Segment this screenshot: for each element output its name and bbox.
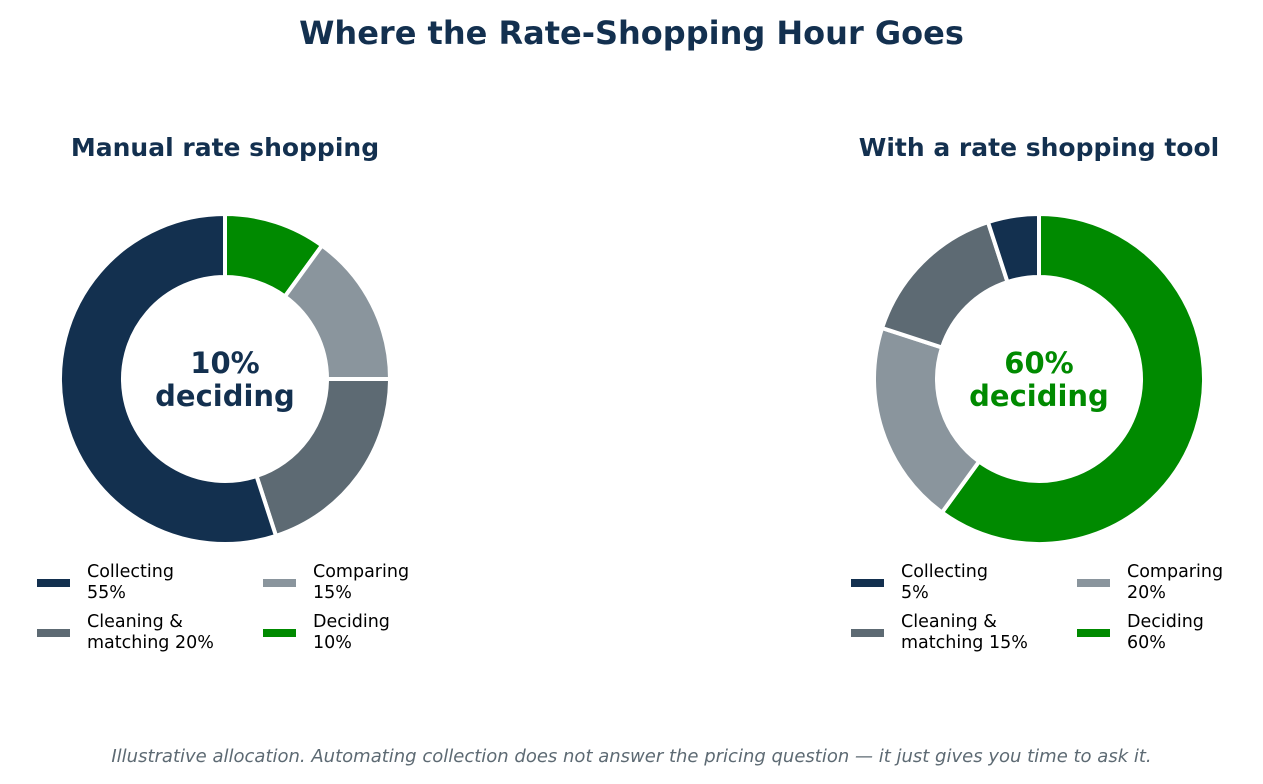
legend-swatch <box>263 629 296 637</box>
legend-item-collecting-55: Collecting 55% <box>37 562 174 603</box>
legend-label: Comparing 20% <box>1127 562 1223 603</box>
legend-item-comparing-15: Comparing 15% <box>263 562 409 603</box>
legend-label: Cleaning & matching 20% <box>87 612 214 653</box>
legend-swatch <box>37 579 70 587</box>
footnote: Illustrative allocation. Automating coll… <box>111 746 1152 767</box>
legend-item-collecting-5: Collecting 5% <box>851 562 988 603</box>
slice-collecting <box>985 211 1041 285</box>
legend-item-comparing-20: Comparing 20% <box>1077 562 1223 603</box>
legend-swatch <box>1077 579 1110 587</box>
slice-collecting <box>58 211 279 546</box>
legend-swatch <box>37 629 70 637</box>
legend-label: Collecting 5% <box>901 562 988 603</box>
legend-label: Collecting 55% <box>87 562 174 603</box>
center-label: 60% deciding <box>969 346 1109 413</box>
legend-item-deciding-60: Deciding 60% <box>1077 612 1204 653</box>
subplot-title: With a rate shopping tool <box>859 133 1219 162</box>
legend-swatch <box>1077 629 1110 637</box>
slice-comparing <box>872 325 982 516</box>
legend-item-cleaning-and-matching-15: Cleaning & matching 15% <box>851 612 1028 653</box>
chart-title: Where the Rate-Shopping Hour Goes <box>299 14 964 52</box>
subplot-title: Manual rate shopping <box>71 133 379 162</box>
slice-cleaning-and-matching <box>879 219 1010 350</box>
donut-chart-tool: With a rate shopping tool 60% deciding Coll… <box>851 133 1223 653</box>
slice-deciding <box>939 211 1206 546</box>
legend-swatch <box>263 579 296 587</box>
legend-label: Comparing 15% <box>313 562 409 603</box>
donut-chart-manual: Manual rate shopping 10% deciding Collectin… <box>37 133 409 653</box>
legend-item-cleaning-and-matching-20: Cleaning & matching 20% <box>37 612 214 653</box>
legend-label: Deciding 10% <box>313 612 390 653</box>
legend-label: Cleaning & matching 15% <box>901 612 1028 653</box>
legend-item-deciding-10: Deciding 10% <box>263 612 390 653</box>
legend-swatch <box>851 629 884 637</box>
legend-swatch <box>851 579 884 587</box>
legend-label: Deciding 60% <box>1127 612 1204 653</box>
center-label: 10% deciding <box>155 346 295 413</box>
